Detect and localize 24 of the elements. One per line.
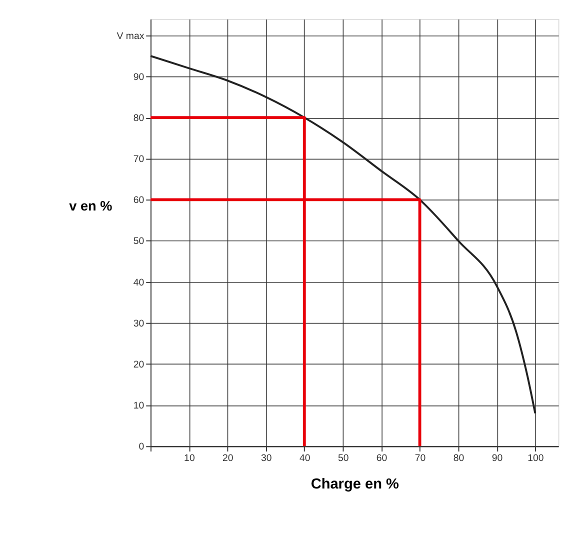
x-axis-title: Charge en %	[310, 476, 399, 492]
y-tick-label: 20	[133, 359, 145, 370]
y-tick-label: 60	[133, 195, 145, 206]
x-tick-label: 40	[299, 453, 311, 464]
y-tick-label: 10	[133, 400, 145, 412]
x-tick-label: 70	[414, 453, 426, 464]
y-axis-title: v en %	[69, 198, 112, 214]
y-tick-label: 30	[133, 318, 145, 330]
y-tick-label: 90	[133, 72, 145, 83]
y-tick-label: 80	[133, 112, 145, 124]
y-tick-label: 40	[133, 277, 145, 288]
x-tick-label: 50	[338, 453, 350, 464]
x-tick-label: 80	[453, 453, 465, 464]
y-tick-label: V max	[116, 30, 144, 42]
x-tick-label: 90	[492, 453, 504, 464]
x-tick-label: 10	[184, 453, 196, 464]
x-tick-label: 30	[261, 453, 272, 464]
y-tick-label: 70	[133, 154, 145, 166]
x-tick-label: 100	[528, 453, 544, 464]
y-tick-label: 50	[133, 236, 145, 248]
y-tick-label: 0	[138, 442, 145, 453]
line-series	[150, 54, 536, 414]
x-tick-label: 20	[222, 453, 234, 464]
x-tick-label: 60	[376, 453, 388, 464]
